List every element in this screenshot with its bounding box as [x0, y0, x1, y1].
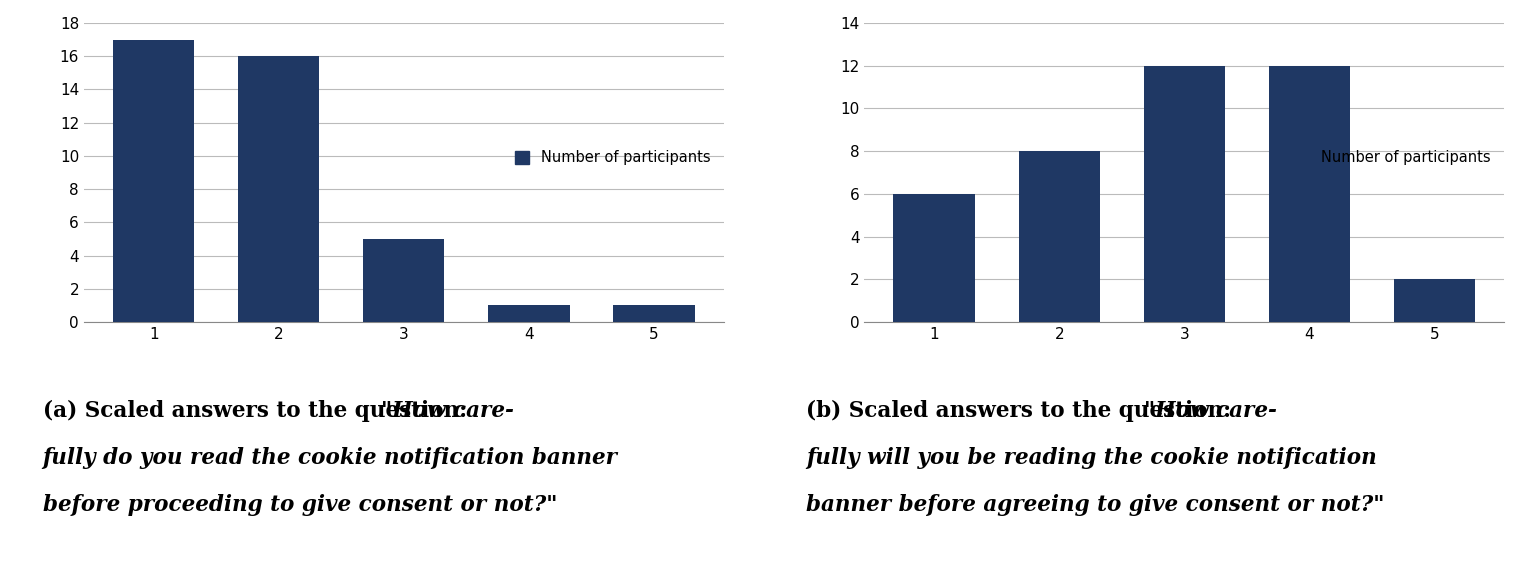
Text: banner before agreeing to give consent or not?": banner before agreeing to give consent o…	[806, 494, 1385, 516]
Text: fully do you read the cookie notification banner: fully do you read the cookie notificatio…	[43, 447, 618, 469]
Text: (b) Scaled answers to the question:: (b) Scaled answers to the question:	[806, 400, 1238, 421]
Legend: Number of participants: Number of participants	[508, 144, 716, 171]
Legend: Number of participants: Number of participants	[1289, 144, 1496, 171]
Bar	[614, 305, 695, 322]
Text: before proceeding to give consent or not?": before proceeding to give consent or not…	[43, 494, 557, 516]
Bar	[893, 194, 974, 322]
Bar	[1394, 279, 1475, 322]
Bar	[1019, 151, 1099, 322]
Text: "How care-: "How care-	[1144, 400, 1277, 421]
Bar	[1269, 66, 1350, 322]
Text: (a) Scaled answers to the question:: (a) Scaled answers to the question:	[43, 400, 475, 421]
Bar	[238, 56, 319, 322]
Bar	[113, 40, 194, 322]
Bar	[489, 305, 570, 322]
Bar	[363, 239, 444, 322]
Text: fully will you be reading the cookie notification: fully will you be reading the cookie not…	[806, 447, 1377, 469]
Bar	[1144, 66, 1225, 322]
Text: "How care-: "How care-	[380, 400, 513, 421]
